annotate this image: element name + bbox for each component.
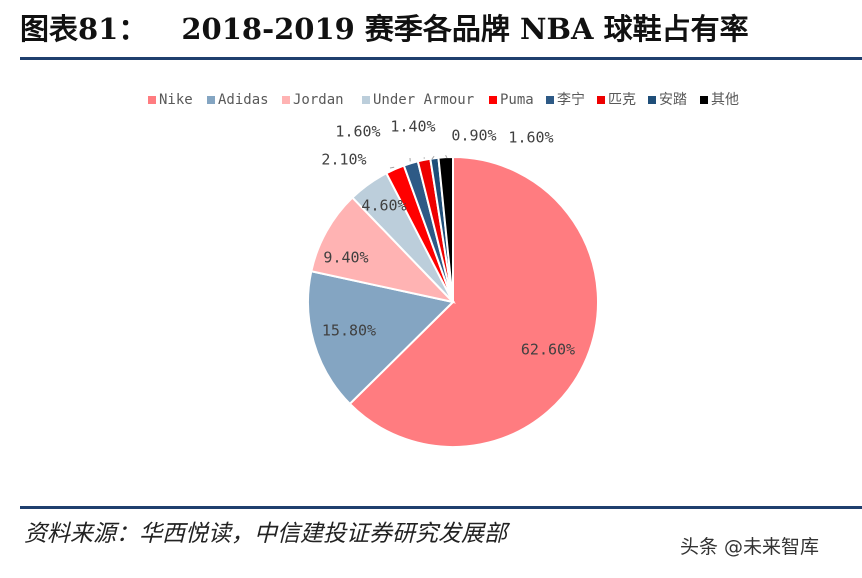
legend-label-nike: Nike — [159, 92, 193, 108]
data-label-puma: 2.10% — [321, 151, 366, 169]
legend-item-adidas: Adidas — [207, 92, 269, 108]
pie-slice-brand-9 — [437, 155, 454, 303]
data-label-under-armour: 4.60% — [361, 197, 406, 215]
legend-item-brand-9: 其他 — [700, 92, 739, 108]
data-label-nike: 62.60% — [521, 341, 575, 359]
legend-swatch-puma — [489, 96, 497, 104]
legend-item-brand-6: 李宁 — [546, 91, 585, 108]
legend-label-puma: Puma — [500, 92, 534, 108]
legend-swatch-brand-7 — [597, 96, 605, 104]
legend-item-puma: Puma — [489, 92, 534, 108]
source-note: 资料来源：华西悦读，中信建投证券研究发展部 — [24, 521, 507, 547]
legend-label-jordan: Jordan — [293, 92, 344, 108]
legend-swatch-brand-8 — [648, 96, 656, 104]
legend-swatch-jordan — [282, 96, 290, 104]
legend-label-under-armour: Under Armour — [373, 92, 474, 108]
legend-swatch-brand-9 — [700, 96, 708, 104]
figure-label: 图表81： — [20, 12, 148, 46]
pie-slice-adidas — [307, 270, 456, 406]
legend-label-brand-6: 李宁 — [557, 91, 585, 108]
label-leader-lines — [389, 154, 448, 169]
legend-label-adidas: Adidas — [218, 92, 269, 108]
bottom-divider — [20, 506, 862, 509]
data-label-brand-7: 1.40% — [390, 118, 435, 136]
legend-swatch-adidas — [207, 96, 215, 104]
legend-item-brand-7: 匹克 — [597, 92, 636, 108]
legend-label-brand-9: 其他 — [711, 92, 739, 108]
legend-label-brand-8: 安踏 — [659, 92, 687, 108]
pie-slices — [307, 155, 599, 448]
data-label-adidas: 15.80% — [322, 322, 376, 340]
data-label-brand-9: 1.60% — [508, 129, 553, 147]
data-label-brand-8: 0.90% — [451, 127, 496, 145]
chart-legend: Nike Adidas Jordan Under Armour Puma 李宁 匹克 安踏 其他 — [148, 91, 739, 108]
leader-line-brand-8 — [431, 155, 435, 160]
data-labels: 62.60% 15.80% 9.40% 4.60% 2.10% 1.60% 1.40% 0.9… — [321, 118, 575, 359]
legend-swatch-brand-6 — [546, 96, 554, 104]
top-divider — [20, 57, 862, 60]
legend-item-nike: Nike — [148, 92, 193, 108]
data-label-brand-6: 1.60% — [335, 123, 380, 141]
leader-line-brand-9 — [445, 154, 448, 159]
pie-slice-jordan — [310, 196, 457, 304]
watermark-text: 头条 @未来智库 — [680, 536, 820, 558]
legend-item-under-armour: Under Armour — [362, 92, 474, 108]
legend-label-brand-7: 匹克 — [608, 92, 636, 108]
pie-chart: Nike Adidas Jordan Under Armour Puma 李宁 匹克 安踏 其他… — [148, 91, 739, 448]
legend-swatch-nike — [148, 96, 156, 104]
data-label-jordan: 9.40% — [323, 249, 368, 267]
figure-title: 图表81： 2018-2019 赛季各品牌 NBA 球鞋占有率 — [20, 6, 749, 52]
legend-swatch-under-armour — [362, 96, 370, 104]
legend-item-jordan: Jordan — [282, 92, 344, 108]
pie-slice-nike — [348, 155, 599, 448]
leader-line-puma — [389, 166, 395, 169]
chart-title: 2018-2019 赛季各品牌 NBA 球鞋占有率 — [181, 12, 749, 46]
legend-item-brand-8: 安踏 — [648, 92, 687, 108]
